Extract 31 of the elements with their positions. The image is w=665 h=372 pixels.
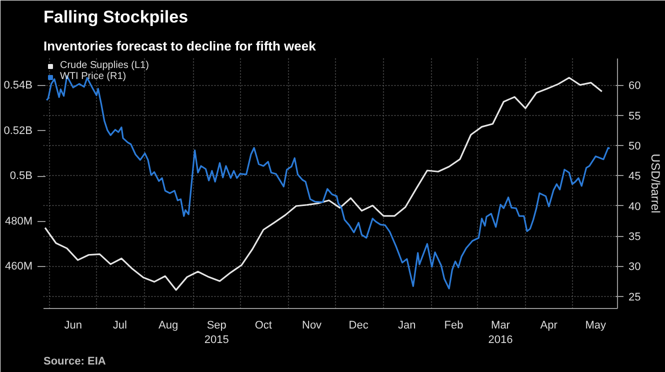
y2-tick-label: 25 [628, 291, 641, 304]
legend-label: WTI Price (R1) [60, 71, 126, 82]
x-tick-label: Dec [348, 320, 369, 332]
y2-tick-label: 40 [628, 200, 641, 213]
chart-subtitle: Inventories forecast to decline for fifth week [44, 38, 317, 54]
x-tick-label: Feb [444, 320, 464, 332]
x-tick-label: Jun [64, 320, 82, 332]
x-tick-label: Jul [112, 320, 127, 332]
y-tick-label: 0.54B [4, 80, 33, 92]
y2-tick-label: 50 [628, 140, 641, 152]
source-note: Source: EIA [44, 356, 106, 368]
x-tick-label: May [585, 320, 607, 332]
y2-tick-label: 55 [628, 110, 641, 122]
y2-tick-label: 60 [628, 80, 641, 92]
x-tick-label: Jan [398, 320, 416, 332]
y2-axis-title: USD/barrel [648, 154, 663, 214]
y-tick-label: 480M [4, 215, 33, 228]
y-tick-label: 0.52B [4, 124, 33, 137]
chart-title: Falling Stockpiles [44, 8, 188, 26]
y2-tick-label: 35 [628, 231, 641, 244]
x-tick-label: Mar 2016 [488, 320, 513, 346]
x-tick-label: Sep 2015 [204, 320, 229, 346]
x-tick-label: Aug [158, 320, 178, 332]
y-tick-label: 460M [4, 260, 33, 273]
y2-tick-label: 30 [628, 261, 641, 274]
x-tick-label: Nov [302, 320, 322, 332]
y2-tick-label: 45 [628, 170, 641, 183]
x-tick-label: Oct [254, 320, 272, 332]
x-tick-label: Apr [540, 320, 558, 332]
legend-label: Crude Supplies (L1) [60, 60, 149, 71]
y-tick-label: 0.5B [10, 170, 33, 182]
